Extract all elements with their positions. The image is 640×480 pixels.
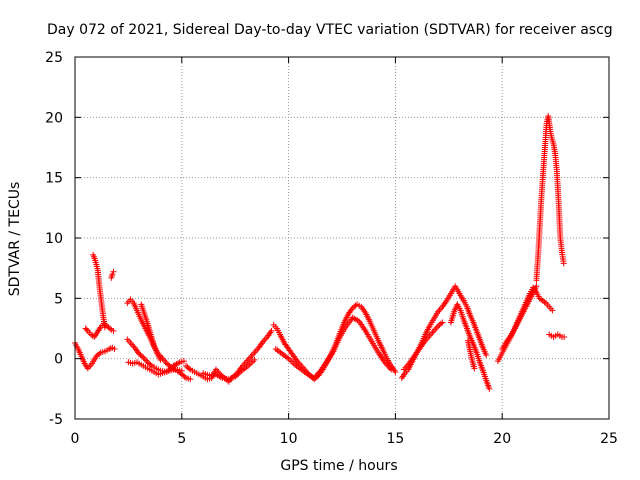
data-point	[385, 363, 392, 370]
data-point	[110, 327, 117, 334]
y-tick-label: 15	[45, 171, 63, 187]
data-markers	[72, 113, 568, 392]
data-point	[388, 366, 395, 373]
data-point	[138, 353, 145, 360]
data-point	[439, 319, 446, 326]
data-point	[383, 360, 390, 367]
grid-lines	[75, 57, 609, 419]
data-point	[185, 365, 192, 372]
y-tick-label: 0	[54, 352, 63, 368]
x-tick-label: 15	[386, 431, 404, 447]
data-point	[549, 307, 556, 314]
y-axis-label: SDTVAR / TECUs	[7, 182, 23, 297]
data-point	[471, 365, 478, 372]
data-point	[181, 373, 188, 380]
x-tick-label: 5	[177, 431, 186, 447]
chart-title: Day 072 of 2021, Sidereal Day-to-day VTE…	[47, 22, 613, 38]
data-point	[251, 356, 258, 363]
data-point	[96, 350, 103, 357]
data-point	[187, 376, 194, 383]
axis-ticks: 0 5 10 15 20 25 -5 0 5 10 15 20 25	[45, 50, 618, 447]
y-tick-label: 20	[45, 110, 63, 126]
data-point	[384, 362, 391, 369]
data-point	[110, 268, 117, 275]
data-point	[483, 352, 490, 359]
data-point	[268, 327, 275, 334]
data-point	[180, 358, 187, 365]
x-axis-label: GPS time / hours	[280, 458, 397, 474]
data-point	[392, 368, 399, 375]
x-tick-label: 25	[600, 431, 618, 447]
data-point	[83, 326, 90, 333]
data-point	[178, 367, 185, 374]
data-point	[311, 374, 318, 381]
x-tick-label: 20	[493, 431, 511, 447]
data-point	[316, 369, 323, 376]
x-tick-label: 10	[280, 431, 298, 447]
data-point	[106, 325, 113, 332]
data-point	[313, 372, 320, 379]
data-point	[533, 283, 540, 290]
data-point	[486, 385, 493, 392]
data-point	[315, 370, 322, 377]
y-tick-label: 25	[45, 50, 63, 66]
data-point	[381, 359, 388, 366]
y-tick-label: -5	[49, 412, 63, 428]
data-point	[101, 324, 108, 331]
data-point	[560, 260, 567, 267]
data-point	[561, 333, 568, 340]
x-tick-label: 0	[71, 431, 80, 447]
data-point	[386, 365, 393, 372]
data-point	[312, 373, 319, 380]
data-point	[111, 346, 118, 353]
data-point	[157, 356, 164, 363]
y-tick-label: 5	[54, 291, 63, 307]
y-tick-label: 10	[45, 231, 63, 247]
data-point	[147, 361, 154, 368]
data-point	[437, 320, 444, 327]
